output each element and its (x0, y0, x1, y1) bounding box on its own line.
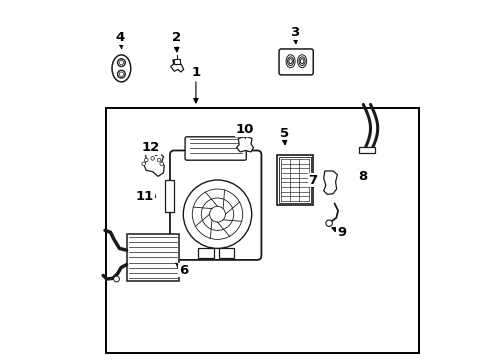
Text: 7: 7 (308, 174, 317, 187)
Ellipse shape (117, 59, 125, 67)
Text: 8: 8 (358, 169, 367, 183)
Bar (165, 180, 174, 212)
Circle shape (157, 158, 161, 162)
FancyBboxPatch shape (185, 137, 246, 160)
Ellipse shape (117, 70, 125, 78)
Text: 12: 12 (142, 141, 160, 156)
Bar (198, 248, 213, 258)
Circle shape (325, 220, 332, 226)
Text: 2: 2 (171, 31, 180, 52)
FancyBboxPatch shape (279, 49, 313, 75)
Text: 1: 1 (191, 66, 200, 103)
Circle shape (142, 162, 145, 166)
Bar (174, 59, 180, 64)
Bar (279, 157, 310, 203)
Text: 5: 5 (279, 127, 288, 145)
Text: 10: 10 (235, 123, 253, 138)
Polygon shape (143, 153, 164, 176)
Bar (106, 108, 418, 353)
Text: 3: 3 (290, 26, 299, 44)
Ellipse shape (112, 55, 130, 82)
Bar (219, 248, 234, 258)
Text: 11: 11 (135, 190, 154, 203)
Circle shape (160, 162, 163, 166)
Bar (126, 234, 179, 281)
Circle shape (144, 158, 148, 162)
Polygon shape (142, 192, 155, 202)
FancyBboxPatch shape (170, 150, 261, 260)
Text: 6: 6 (176, 263, 187, 276)
Polygon shape (170, 59, 183, 72)
Bar (358, 147, 374, 153)
Text: 4: 4 (116, 31, 124, 48)
Bar (276, 155, 312, 205)
Polygon shape (323, 171, 337, 194)
Circle shape (113, 276, 119, 282)
Text: 9: 9 (331, 226, 346, 239)
Polygon shape (236, 137, 253, 152)
Circle shape (151, 157, 154, 160)
